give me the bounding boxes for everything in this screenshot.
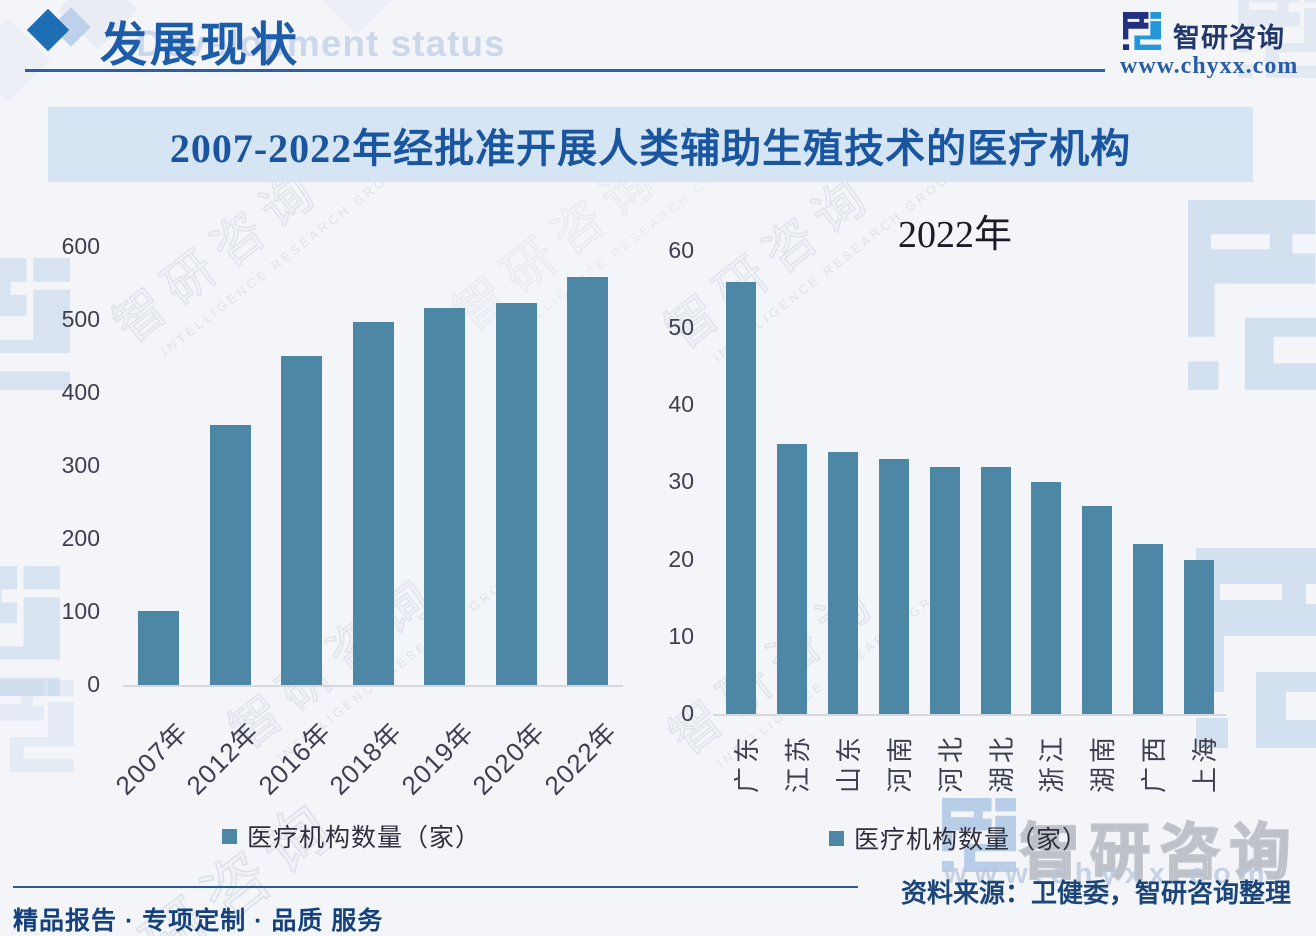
x-tick-label: 上海	[1190, 732, 1221, 793]
footer-divider	[13, 886, 858, 888]
bar-2012年	[209, 425, 251, 685]
bar-2007年	[138, 610, 179, 685]
legend-label: 医疗机构数量（家）	[854, 826, 1089, 854]
x-tick-label: 2018年	[323, 716, 408, 801]
legend-swatch-icon	[829, 830, 844, 846]
bar-河南	[878, 459, 909, 714]
bar-江苏	[776, 443, 807, 714]
x-axis-line	[713, 714, 1226, 716]
bar-湖南	[1082, 505, 1113, 714]
x-tick-label: 湖北	[986, 732, 1017, 793]
x-tick-label: 江苏	[782, 732, 813, 793]
x-tick-label: 2012年	[180, 716, 265, 801]
y-tick-label: 300	[61, 452, 100, 478]
y-tick-label: 0	[681, 700, 694, 726]
brand-logo-icon	[1123, 12, 1161, 50]
bar-河北	[929, 467, 960, 714]
x-tick-label: 河北	[935, 732, 966, 793]
y-tick-label: 30	[668, 468, 694, 495]
chart-left-legend: 医疗机构数量（家）	[222, 818, 481, 854]
legend-swatch-icon	[222, 828, 237, 844]
chart-right-legend: 医疗机构数量（家）	[829, 820, 1088, 856]
x-tick-label: 河南	[884, 732, 915, 793]
y-tick-label: 100	[61, 598, 100, 624]
x-tick-label: 2016年	[252, 716, 337, 801]
x-tick-label: 山东	[833, 732, 864, 793]
y-tick-label: 0	[87, 671, 100, 697]
watermark-logo-right-top	[1188, 200, 1316, 390]
bar-广东	[726, 281, 756, 714]
footer-services: 精品报告 · 专项定制 · 品质 服务	[13, 907, 384, 935]
y-tick-label: 200	[61, 525, 100, 551]
x-tick-label: 2020年	[466, 716, 551, 801]
brand-url: www.chyxx.com	[1120, 53, 1299, 79]
x-tick-label: 2019年	[395, 716, 480, 801]
y-tick-label: 50	[668, 314, 694, 341]
chart-banner-title: 2007-2022年经批准开展人类辅助生殖技术的医疗机构	[169, 125, 1132, 171]
bar-浙江	[1031, 482, 1062, 714]
y-tick-label: 500	[61, 306, 100, 332]
x-tick-label: 广东	[732, 732, 762, 793]
x-tick-label: 湖南	[1088, 732, 1119, 793]
bar-广西	[1133, 544, 1164, 714]
x-tick-label: 2022年	[538, 716, 623, 801]
brand-name: 智研咨询	[1173, 23, 1285, 53]
bar-2022年	[567, 276, 608, 685]
y-tick-label: 40	[668, 391, 694, 418]
bar-2020年	[495, 303, 537, 685]
x-tick-label: 2007年	[109, 716, 194, 801]
x-axis-line	[123, 685, 623, 687]
y-tick-label: 10	[668, 622, 694, 649]
y-tick-label: 400	[61, 379, 100, 405]
chart-right-title: 2022年	[898, 214, 1013, 256]
header-subtitle-watermark: Development status	[136, 23, 506, 64]
y-tick-label: 60	[668, 236, 694, 263]
y-tick-label: 600	[61, 233, 100, 259]
chart-banner: 2007-2022年经批准开展人类辅助生殖技术的医疗机构	[48, 107, 1253, 182]
bar-湖北	[980, 467, 1011, 714]
page-title: 发展现状	[100, 20, 300, 72]
y-tick-label: 20	[668, 545, 694, 572]
bar-上海	[1184, 559, 1215, 714]
legend-label: 医疗机构数量（家）	[247, 824, 482, 852]
header-divider	[25, 69, 1105, 72]
x-tick-label: 浙江	[1037, 732, 1068, 793]
bar-山东	[827, 451, 858, 714]
source-note: 资料来源：卫健委，智研咨询整理	[901, 878, 1292, 908]
bar-2016年	[281, 355, 322, 685]
x-tick-label: 广西	[1139, 732, 1170, 793]
bar-2019年	[424, 307, 465, 685]
bar-2018年	[352, 322, 394, 685]
